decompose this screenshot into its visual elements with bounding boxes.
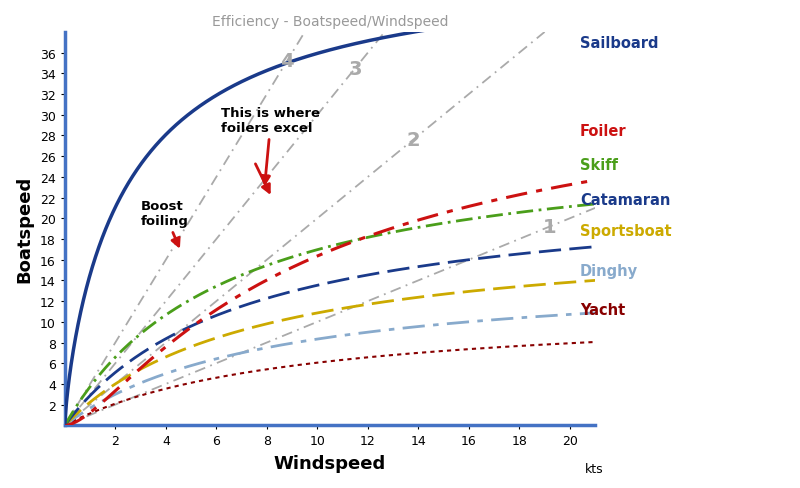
Text: Yacht: Yacht: [580, 302, 625, 317]
Text: 3: 3: [349, 60, 362, 79]
Text: kts: kts: [585, 462, 604, 474]
Text: Foiler: Foiler: [580, 123, 626, 139]
Text: Dinghy: Dinghy: [580, 263, 638, 278]
Text: 4: 4: [280, 52, 294, 71]
Text: 1: 1: [543, 218, 557, 237]
Y-axis label: Boatspeed: Boatspeed: [15, 176, 33, 283]
Title: Efficiency - Boatspeed/Windspeed: Efficiency - Boatspeed/Windspeed: [212, 15, 448, 29]
Text: Skiff: Skiff: [580, 158, 618, 173]
Text: 2: 2: [406, 131, 420, 150]
Text: Sailboard: Sailboard: [580, 36, 658, 51]
X-axis label: Windspeed: Windspeed: [274, 454, 386, 472]
Text: Boost
foiling: Boost foiling: [141, 200, 189, 246]
Text: Sportsboat: Sportsboat: [580, 224, 671, 239]
Text: Catamaran: Catamaran: [580, 193, 670, 208]
Text: This is where
foilers excel: This is where foilers excel: [222, 107, 320, 184]
